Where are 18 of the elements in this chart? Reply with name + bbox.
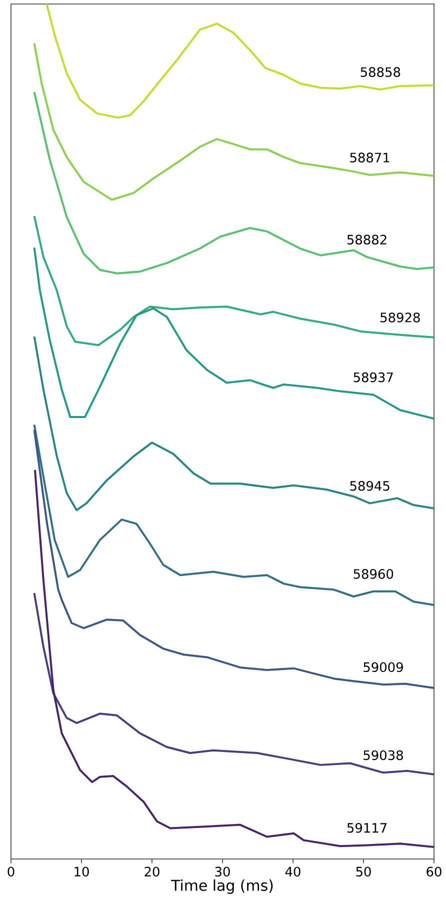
series-label: 58937 bbox=[354, 372, 393, 382]
x-tick-label: 0 bbox=[8, 866, 14, 877]
series-label: 58871 bbox=[350, 152, 390, 162]
series-label: 58858 bbox=[360, 67, 400, 77]
x-tick-label: 10 bbox=[74, 866, 89, 877]
series-label: 58945 bbox=[350, 480, 390, 491]
series-label: 58960 bbox=[354, 569, 394, 579]
series-label: 59009 bbox=[364, 662, 403, 672]
series-label: 59117 bbox=[347, 822, 387, 833]
series-label: 58928 bbox=[380, 312, 420, 322]
series-label: 59038 bbox=[364, 750, 403, 760]
series-label: 58882 bbox=[347, 234, 386, 245]
x-axis-title: Time lag (ms) bbox=[171, 879, 273, 894]
x-tick-label: 60 bbox=[426, 866, 442, 877]
x-tick-label: 40 bbox=[285, 866, 300, 877]
x-tick-label: 20 bbox=[144, 866, 160, 877]
x-tick-label: 50 bbox=[356, 866, 371, 877]
x-tick-label: 30 bbox=[215, 866, 230, 877]
